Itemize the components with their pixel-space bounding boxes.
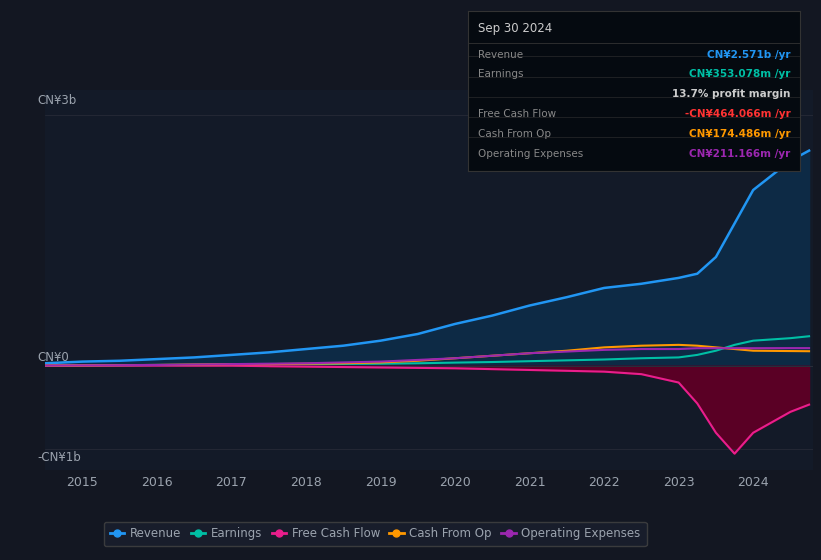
Text: Free Cash Flow: Free Cash Flow <box>478 109 556 119</box>
Text: -CN¥1b: -CN¥1b <box>38 451 81 464</box>
Text: Operating Expenses: Operating Expenses <box>478 150 583 159</box>
Text: Earnings: Earnings <box>478 69 524 80</box>
Text: Revenue: Revenue <box>478 49 523 59</box>
Text: 13.7% profit margin: 13.7% profit margin <box>672 88 791 99</box>
Text: -CN¥464.066m /yr: -CN¥464.066m /yr <box>685 109 791 119</box>
Text: CN¥2.571b /yr: CN¥2.571b /yr <box>707 49 791 59</box>
Legend: Revenue, Earnings, Free Cash Flow, Cash From Op, Operating Expenses: Revenue, Earnings, Free Cash Flow, Cash … <box>103 521 647 547</box>
Text: CN¥3b: CN¥3b <box>38 94 76 107</box>
Text: CN¥353.078m /yr: CN¥353.078m /yr <box>689 69 791 80</box>
Text: CN¥0: CN¥0 <box>38 351 69 364</box>
Text: Cash From Op: Cash From Op <box>478 128 551 138</box>
Text: CN¥211.166m /yr: CN¥211.166m /yr <box>690 150 791 159</box>
Text: Sep 30 2024: Sep 30 2024 <box>478 22 553 35</box>
Text: CN¥174.486m /yr: CN¥174.486m /yr <box>689 128 791 138</box>
